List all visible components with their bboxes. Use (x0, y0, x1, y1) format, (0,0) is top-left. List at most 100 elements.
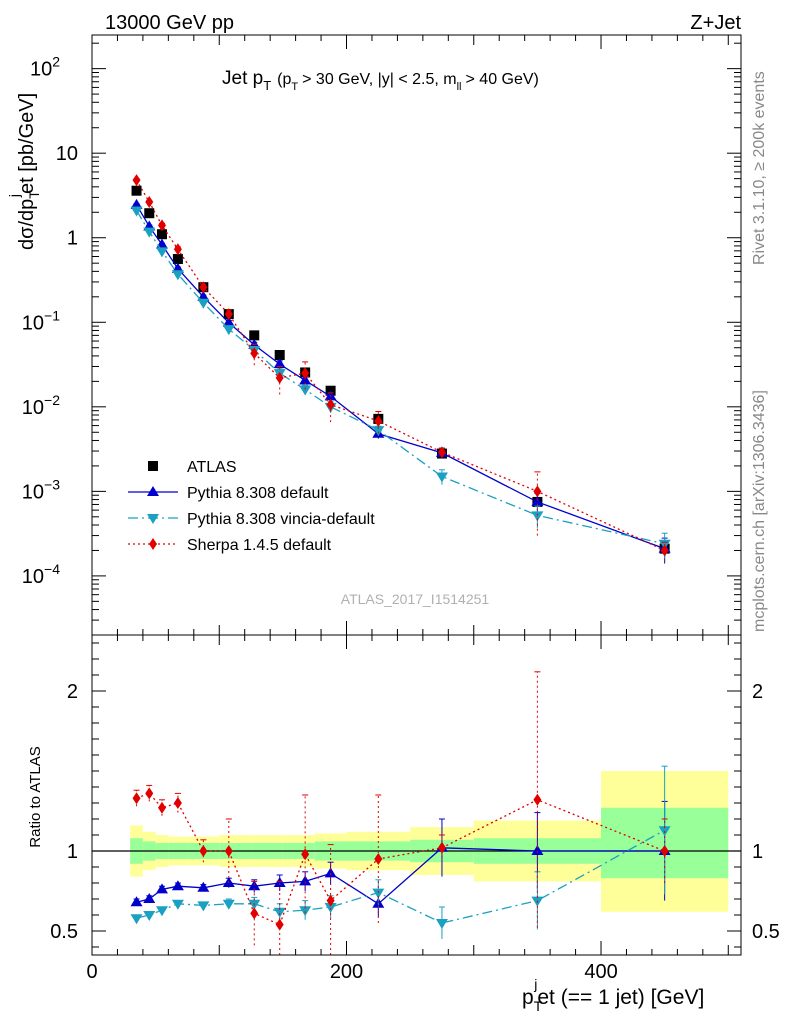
title-cut1-sub: T (291, 81, 298, 93)
ratio-point-pythia-8-308-vincia-default (273, 907, 286, 918)
main-point-sherpa-1-4-5-default (157, 219, 166, 232)
main-point-sherpa-1-4-5-default (250, 347, 259, 360)
main-point-sherpa-1-4-5-default (145, 195, 154, 208)
title-cut3: > 40 GeV) (466, 71, 539, 88)
main-point-pythia-8-308-vincia-default (171, 270, 184, 281)
main-point-pythia-8-308-vincia-default (435, 472, 448, 483)
ratio-y-axis-label: Ratio to ATLAS (27, 746, 44, 847)
xlabel-b: et (== 1 jet) [GeV] (537, 986, 704, 1009)
main-point-pythia-8-308-vincia-default (299, 385, 312, 396)
main-point-pythia-8-308-vincia-default (197, 298, 210, 309)
main-y-tick-label: 10−3 (22, 476, 60, 503)
ratio-point-pythia-8-308-vincia-default (155, 906, 168, 917)
main-point-pythia-8-308-vincia-default (531, 511, 544, 522)
legend-entry-label: Pythia 8.308 vincia-default (187, 511, 375, 528)
header-right: Z+Jet (690, 12, 741, 34)
ratio-point-sherpa-1-4-5-default (173, 797, 182, 809)
title-cut1: (p (277, 71, 291, 88)
ratio-point-sherpa-1-4-5-default (275, 918, 284, 931)
main-line-pythia-8-308-vincia-default (135, 210, 665, 545)
main-point-pythia-8-308-default (273, 358, 286, 369)
main-point-atlas (172, 254, 183, 265)
ratio-point-pythia-8-308-default (143, 893, 156, 903)
ratio-point-sherpa-1-4-5-default (132, 792, 141, 805)
ratio-point-sherpa-1-4-5-default (533, 793, 542, 806)
main-line-sherpa-1-4-5-default (135, 179, 665, 552)
ratio-point-pythia-8-308-vincia-default (130, 914, 143, 925)
ratio-point-pythia-8-308-default (155, 883, 168, 894)
ratio-point-sherpa-1-4-5-default (145, 787, 154, 800)
main-y-tick-label: 10−4 (22, 561, 60, 588)
legend-marker (149, 538, 157, 550)
xlabel-a-sup: j (533, 976, 537, 992)
ratio-point-pythia-8-308-vincia-default (299, 906, 312, 917)
ratio-point-sherpa-1-4-5-default (224, 845, 233, 857)
main-point-sherpa-1-4-5-default (437, 446, 446, 459)
main-point-pythia-8-308-default (130, 198, 143, 209)
title-main-sub: T (263, 78, 271, 93)
ratio-point-sherpa-1-4-5-default (250, 907, 259, 920)
ratio-y-tick-label-right: 0.5 (752, 921, 780, 943)
ratio-point-sherpa-1-4-5-default (199, 845, 208, 857)
ylabel-a-sup: j (6, 194, 22, 198)
header-left: 13000 GeV pp (105, 12, 234, 34)
ratio-point-sherpa-1-4-5-default (326, 894, 335, 907)
mcplots-label: mcplots.cern.ch [arXiv:1306.3436] (751, 390, 768, 632)
main-point-atlas (274, 350, 285, 361)
main-point-sherpa-1-4-5-default (173, 243, 182, 256)
ratio-point-pythia-8-308-vincia-default (171, 899, 184, 910)
main-point-pythia-8-308-default (197, 290, 210, 301)
main-point-sherpa-1-4-5-default (224, 308, 233, 321)
main-y-tick-label: 10−1 (22, 307, 60, 334)
ratio-panel-frame (91, 634, 742, 956)
main-y-tick-label: 102 (30, 54, 60, 81)
title-cut2-sub: ll (457, 81, 462, 93)
ylabel-a: dσ/dp (16, 199, 38, 250)
analysis-id-label: ATLAS_2017_I1514251 (341, 591, 490, 607)
legend-entry-label: Sherpa 1.4.5 default (187, 537, 332, 554)
main-y-tick-label: 10−2 (22, 392, 60, 419)
x-tick-label: 0 (86, 961, 97, 983)
ratio-y-tick-label-right: 2 (752, 681, 763, 703)
ratio-y-tick-label: 2 (67, 681, 78, 703)
main-point-pythia-8-308-default (222, 316, 235, 327)
ratio-point-pythia-8-308-default (171, 880, 184, 891)
title-cut2: > 30 GeV, |y| < 2.5, m (302, 71, 456, 88)
ylabel-b: et [pb/GeV] (16, 93, 38, 194)
legend: ATLAS Pythia 8.308 default Pythia 8.308 vi… (128, 459, 375, 554)
ratio-point-pythia-8-308-default (324, 867, 337, 878)
main-point-pythia-8-308-default (171, 262, 184, 273)
main-point-sherpa-1-4-5-default (326, 398, 335, 411)
main-point-atlas (144, 208, 155, 219)
ratio-point-sherpa-1-4-5-default (660, 845, 669, 857)
legend-entry-label: ATLAS (187, 459, 237, 476)
main-axes: 10−4 10−3 10−2 10−1 1 10 102 (22, 35, 741, 635)
main-point-pythia-8-308-default (531, 495, 544, 506)
legend-marker (147, 514, 159, 524)
ratio-y-tick-label: 0.5 (50, 921, 78, 943)
legend-marker (148, 461, 158, 471)
main-point-sherpa-1-4-5-default (301, 367, 310, 380)
main-point-sherpa-1-4-5-default (132, 174, 141, 187)
ratio-y-tick-label: 1 (67, 841, 78, 863)
ratio-point-pythia-8-308-vincia-default (435, 919, 448, 929)
xlabel-a: p (522, 986, 534, 1009)
main-point-sherpa-1-4-5-default (275, 371, 284, 384)
ratio-panel-content (130, 671, 671, 955)
xlabel-a-sub: T (534, 998, 543, 1014)
ratio-axes: 0.5 0.5 1 1 2 2 0 200 400 (50, 635, 780, 983)
legend-entry-label: Pythia 8.308 default (187, 485, 329, 502)
ratio-point-sherpa-1-4-5-default (437, 841, 446, 854)
ratio-point-pythia-8-308-default (299, 875, 312, 886)
rivet-label: Rivet 3.1.10, ≥ 200k events (751, 71, 768, 265)
x-tick-label: 200 (330, 961, 363, 983)
ratio-point-sherpa-1-4-5-default (374, 853, 383, 865)
ratio-point-pythia-8-308-vincia-default (372, 888, 385, 899)
main-point-sherpa-1-4-5-default (374, 414, 383, 427)
main-point-pythia-8-308-vincia-default (155, 247, 168, 258)
main-point-pythia-8-308-vincia-default (372, 426, 385, 437)
x-tick-label: 400 (584, 961, 617, 983)
main-point-sherpa-1-4-5-default (660, 544, 669, 557)
ratio-point-pythia-8-308-default (197, 881, 210, 892)
